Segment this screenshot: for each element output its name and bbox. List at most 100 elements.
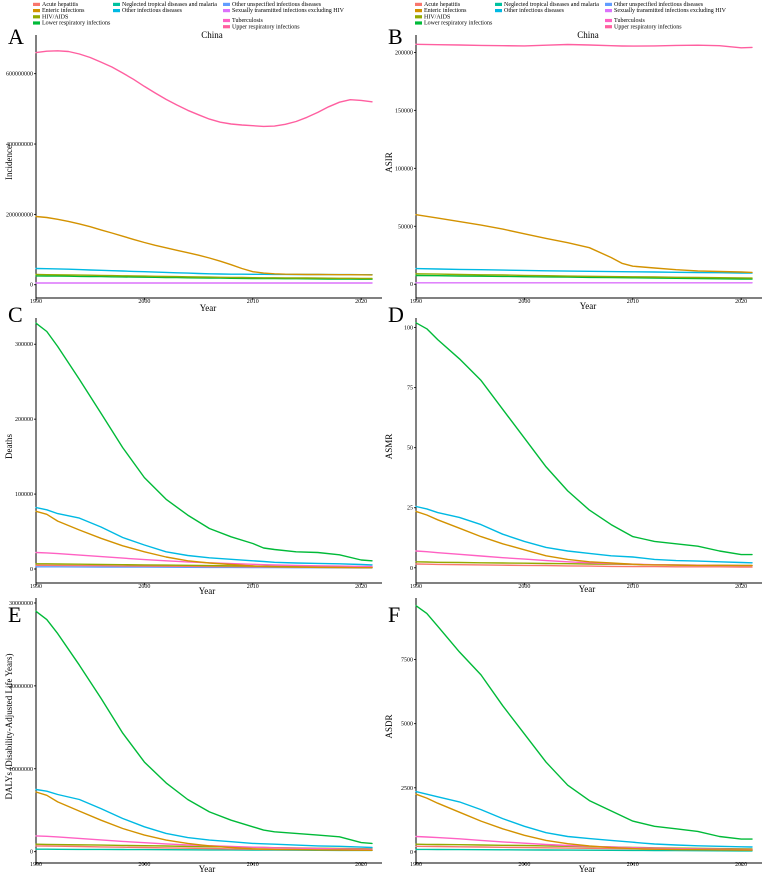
x-tick-label: 2000	[138, 862, 150, 868]
legend-swatch	[223, 25, 230, 29]
legend-label: Enteric infections	[424, 7, 467, 14]
panel-d: D 0 25 50 75 100 1990 2000 2010 2020 Year ASMR	[384, 302, 762, 594]
x-tick-label: 1990	[30, 862, 42, 868]
panel-b: B China 0 50000 100000 150000 200000 1990 2000 20…	[384, 24, 762, 311]
x-tick-label: 2020	[735, 299, 747, 305]
y-tick-label: 200000	[15, 417, 33, 423]
series-line-lower-respiratory-infections	[35, 275, 373, 280]
legend-swatch	[33, 15, 40, 19]
legend-swatch	[33, 21, 40, 25]
y-axis-title: Incidence	[4, 145, 14, 180]
legend-swatch	[495, 9, 502, 13]
x-tick-label: 2010	[627, 299, 639, 305]
legend-label: Neglected tropical diseases and malaria	[504, 2, 599, 8]
series-line-lower-respiratory-infections	[415, 605, 753, 840]
x-tick-label: 2010	[247, 299, 259, 305]
legend-label: Acute hepatitis	[424, 2, 461, 8]
legend-label: Lower respiratory infections	[424, 20, 493, 27]
y-tick-label: 200000000	[6, 212, 33, 218]
x-tick-label: 2010	[627, 862, 639, 868]
y-tick-label: 25	[407, 506, 413, 512]
x-tick-label: 2020	[735, 584, 747, 590]
x-tick-label: 1990	[410, 862, 422, 868]
legend-label: Lower respiratory infections	[42, 20, 111, 27]
x-tick-label: 2000	[138, 299, 150, 305]
x-axis-title: Year	[580, 301, 597, 311]
legend-label: Sexually transmitted infections excludin…	[232, 7, 345, 14]
legend-label: Neglected tropical diseases and malaria	[122, 2, 217, 8]
legend-swatch	[605, 18, 612, 23]
panel-c: C 0 100000 200000 300000 1990 2000 2010 2020 Year…	[4, 302, 382, 596]
legend-label: Upper respiratory infections	[614, 23, 682, 30]
legend-swatch	[605, 9, 612, 13]
chart-title: China	[577, 30, 599, 40]
panel-letter: B	[388, 24, 403, 49]
legend-swatch	[495, 2, 502, 6]
y-axis-title: Deaths	[4, 434, 14, 459]
x-tick-label: 2000	[518, 862, 530, 868]
chart-title: China	[201, 30, 223, 40]
y-tick-label: 100	[404, 326, 413, 332]
y-tick-label: 75	[407, 386, 413, 392]
y-tick-label: 0	[410, 850, 413, 856]
series-line-enteric-infections	[415, 213, 753, 274]
x-tick-label: 2020	[735, 862, 747, 868]
legend-swatch	[605, 2, 612, 6]
x-tick-label: 1990	[30, 584, 42, 590]
y-axis-title: ASIR	[384, 152, 394, 173]
y-tick-label: 20000000	[9, 684, 33, 690]
series-line-enteric-infections	[415, 793, 753, 851]
legend-swatch	[223, 2, 230, 6]
series-line-hiv-aids	[415, 273, 753, 279]
legend-label: Other infectious diseases	[122, 7, 183, 14]
legend-swatch	[33, 2, 40, 6]
panel-letter: C	[8, 302, 23, 327]
series-line-hiv-aids	[35, 273, 373, 280]
x-axis-title: Year	[579, 864, 596, 874]
legend-label: Tuberculosis	[614, 18, 645, 24]
panel-letter: E	[8, 602, 21, 627]
x-axis-title: Year	[199, 864, 216, 874]
panel-letter: D	[388, 302, 404, 327]
series-line-lower-respiratory-infections	[35, 610, 373, 845]
series-line-enteric-infections	[35, 215, 373, 276]
panel-f: F 0 2500 5000 7500 1990 2000 2010 2020 Year ASDR	[384, 598, 762, 874]
legend-label: Other unspecified infectious diseases	[232, 1, 322, 8]
legend-swatch	[605, 25, 612, 29]
y-tick-label: 0	[30, 283, 33, 289]
legend-label: Other unspecified infectious diseases	[614, 1, 704, 8]
y-tick-label: 30000000	[9, 601, 33, 607]
y-axis-title: ASDR	[384, 714, 394, 738]
series-line-enteric-infections	[35, 510, 373, 569]
y-tick-label: 100000	[15, 492, 33, 498]
legend-label: Acute hepatitis	[42, 2, 79, 8]
x-tick-label: 1990	[410, 299, 422, 305]
x-tick-label: 2000	[518, 584, 530, 590]
series-line-other-infectious-diseases	[35, 788, 373, 849]
x-tick-label: 2020	[355, 584, 367, 590]
legend-label: Tuberculosis	[232, 18, 263, 24]
y-tick-label: 5000	[401, 722, 413, 728]
y-tick-label: 300000	[15, 342, 33, 348]
panel-letter: F	[388, 602, 400, 627]
legend-swatch	[223, 18, 230, 23]
x-axis-title: Year	[579, 584, 596, 594]
y-tick-label: 400000000	[6, 142, 33, 148]
x-axis-title: Year	[199, 586, 216, 596]
y-tick-label: 50	[407, 446, 413, 452]
series-line-enteric-infections	[415, 510, 753, 567]
y-tick-label: 100000	[395, 166, 413, 172]
x-tick-label: 2020	[355, 862, 367, 868]
legend-label: Other infectious diseases	[504, 7, 565, 14]
y-tick-label: 200000	[395, 50, 413, 56]
series-line-lower-respiratory-infections	[415, 322, 753, 556]
panel-e: E 0 10000000 20000000 30000000 1990 2000 2010 20…	[4, 598, 382, 874]
x-tick-label: 2010	[247, 584, 259, 590]
legend-label: HIV/AIDS	[424, 14, 450, 20]
panel-a: A China 0 200000000 400000000 600000000 1990 20…	[4, 24, 382, 313]
legend-label: Upper respiratory infections	[232, 23, 300, 30]
y-axis-title: DALYs (Disability-Adjusted Life Years)	[4, 653, 14, 799]
legend-swatch	[415, 2, 422, 6]
